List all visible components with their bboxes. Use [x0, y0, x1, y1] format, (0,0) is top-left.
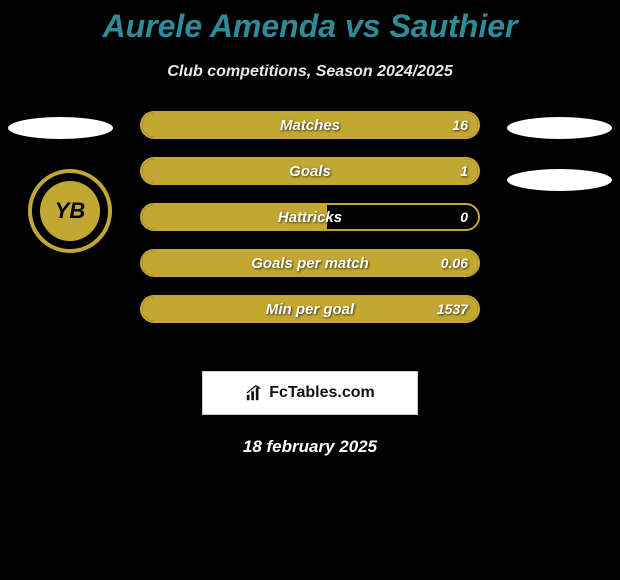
fctables-label: FcTables.com	[269, 384, 375, 402]
club-logo: YB	[28, 169, 112, 253]
stat-bar-value: 1	[460, 159, 468, 183]
player-left-placeholder	[8, 117, 113, 139]
stat-bar: Goals1	[140, 157, 480, 185]
date-line: 18 february 2025	[0, 437, 620, 457]
stat-bars: Matches16 Goals1 Hattricks0 Goals per match…	[140, 111, 480, 341]
club-logo-text: YB	[40, 181, 100, 241]
stat-bar: Hattricks0	[140, 203, 480, 231]
stat-bar-label: Goals per match	[142, 251, 478, 275]
stat-bar-value: 16	[452, 113, 468, 137]
stat-bar-label: Hattricks	[142, 205, 478, 229]
player-right-placeholder-bottom	[507, 169, 612, 191]
fctables-attribution[interactable]: FcTables.com	[202, 371, 418, 415]
stat-bar-value: 0	[460, 205, 468, 229]
chart-icon	[245, 384, 263, 402]
page-title: Aurele Amenda vs Sauthier	[0, 0, 620, 45]
stat-bar: Min per goal1537	[140, 295, 480, 323]
stat-bar-label: Goals	[142, 159, 478, 183]
stat-bar-value: 1537	[437, 297, 468, 321]
stat-bar-value: 0.06	[441, 251, 468, 275]
player-right-placeholder-top	[507, 117, 612, 139]
stat-bar-label: Matches	[142, 113, 478, 137]
subtitle: Club competitions, Season 2024/2025	[0, 63, 620, 81]
compare-area: YB Matches16 Goals1 Hattricks0 Goals per ma…	[0, 111, 620, 361]
stat-bar: Goals per match0.06	[140, 249, 480, 277]
stat-bar: Matches16	[140, 111, 480, 139]
stat-bar-label: Min per goal	[142, 297, 478, 321]
